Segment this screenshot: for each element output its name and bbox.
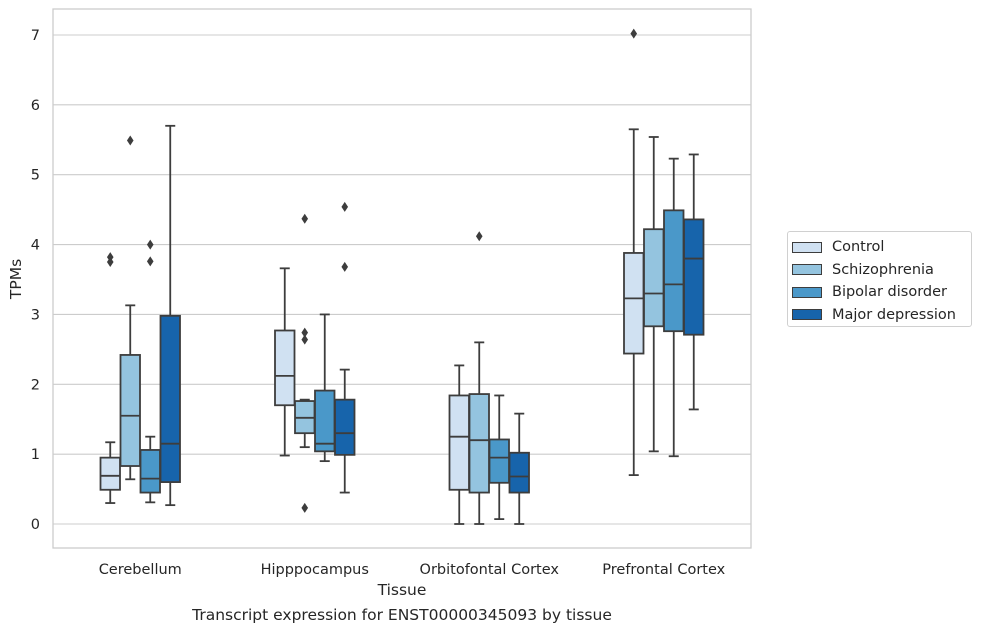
- legend-item: Bipolar disorder: [792, 281, 971, 304]
- y-tick-label: 4: [31, 238, 40, 254]
- legend-swatch: [792, 309, 822, 321]
- box-iqr: [488, 438, 510, 484]
- box-iqr: [334, 398, 356, 456]
- box-iqr: [663, 209, 685, 333]
- outlier-point: [106, 257, 114, 268]
- box-iqr: [314, 389, 336, 453]
- y-tick-label: 7: [31, 28, 40, 44]
- box-iqr: [623, 252, 645, 355]
- x-tick-label: Orbitofontal Cortex: [420, 562, 560, 578]
- y-axis-label: TPMs: [7, 259, 25, 300]
- box-schizophrenia-0: [119, 135, 141, 481]
- y-tick-labels: 0 1 2 3 4 5 6 7: [31, 28, 40, 533]
- y-tick-label: 2: [31, 377, 40, 393]
- box-iqr: [139, 449, 161, 494]
- outlier-point: [146, 256, 154, 267]
- outlier-point: [301, 213, 309, 224]
- plot-area-frame: [52, 8, 752, 549]
- box-control-3: [623, 28, 645, 477]
- box-schizophrenia-2: [468, 231, 490, 525]
- box-iqr: [683, 218, 705, 336]
- legend-item: Control: [792, 236, 971, 259]
- box-schizophrenia-1: [294, 213, 316, 513]
- box-schizophrenia-3: [643, 136, 665, 453]
- box-bipolar-disorder-2: [488, 394, 510, 521]
- box-control-1: [274, 267, 296, 457]
- outlier-point: [301, 502, 309, 513]
- box-iqr: [119, 354, 141, 467]
- legend-label: Major depression: [832, 306, 956, 323]
- box-control-2: [448, 364, 470, 525]
- y-tick-label: 0: [31, 517, 40, 533]
- legend-label: Control: [832, 239, 885, 256]
- x-tick-labels: Cerebellum Hipppocampus Orbitofontal Corte…: [99, 562, 726, 578]
- boxes-layer: [99, 28, 705, 525]
- outlier-point: [146, 239, 154, 250]
- box-bipolar-disorder-3: [663, 157, 685, 458]
- outlier-point: [126, 135, 134, 146]
- box-iqr: [643, 228, 665, 328]
- box-bipolar-disorder-0: [139, 239, 161, 504]
- box-major-depression-0: [159, 124, 181, 507]
- legend-swatch: [792, 241, 822, 253]
- box-major-depression-3: [683, 153, 705, 411]
- legend-swatch: [792, 264, 822, 276]
- box-iqr: [448, 394, 470, 491]
- box-iqr: [99, 456, 121, 491]
- legend-item: Major depression: [792, 304, 971, 327]
- x-tick-label: Hipppocampus: [261, 562, 369, 578]
- box-bipolar-disorder-1: [314, 313, 336, 463]
- box-iqr: [508, 451, 530, 494]
- legend-item: Schizophrenia: [792, 259, 971, 282]
- legend-label: Schizophrenia: [832, 261, 934, 278]
- outlier-point: [630, 28, 638, 39]
- box-major-depression-1: [334, 201, 356, 494]
- box-iqr: [468, 393, 490, 494]
- y-tick-label: 3: [31, 307, 40, 323]
- legend-label: Bipolar disorder: [832, 284, 947, 301]
- outlier-point: [341, 261, 349, 272]
- outlier-point: [341, 201, 349, 212]
- y-tick-label: 5: [31, 168, 40, 184]
- legend: Control Schizophrenia Bipolar disorder Majo…: [787, 231, 972, 327]
- outlier-point: [301, 334, 309, 345]
- box-control-0: [99, 252, 121, 504]
- box-iqr: [274, 329, 296, 407]
- outlier-point: [475, 231, 483, 242]
- x-axis-label: Tissue: [377, 581, 427, 599]
- chart-caption: Transcript expression for ENST0000034509…: [192, 606, 612, 624]
- x-tick-label: Prefrontal Cortex: [602, 562, 725, 578]
- outlier-point: [301, 327, 309, 338]
- y-tick-label: 6: [31, 98, 40, 114]
- legend-swatch: [792, 286, 822, 298]
- box-major-depression-2: [508, 412, 530, 525]
- box-iqr: [159, 314, 181, 483]
- y-tick-label: 1: [31, 447, 40, 463]
- x-tick-label: Cerebellum: [99, 562, 182, 578]
